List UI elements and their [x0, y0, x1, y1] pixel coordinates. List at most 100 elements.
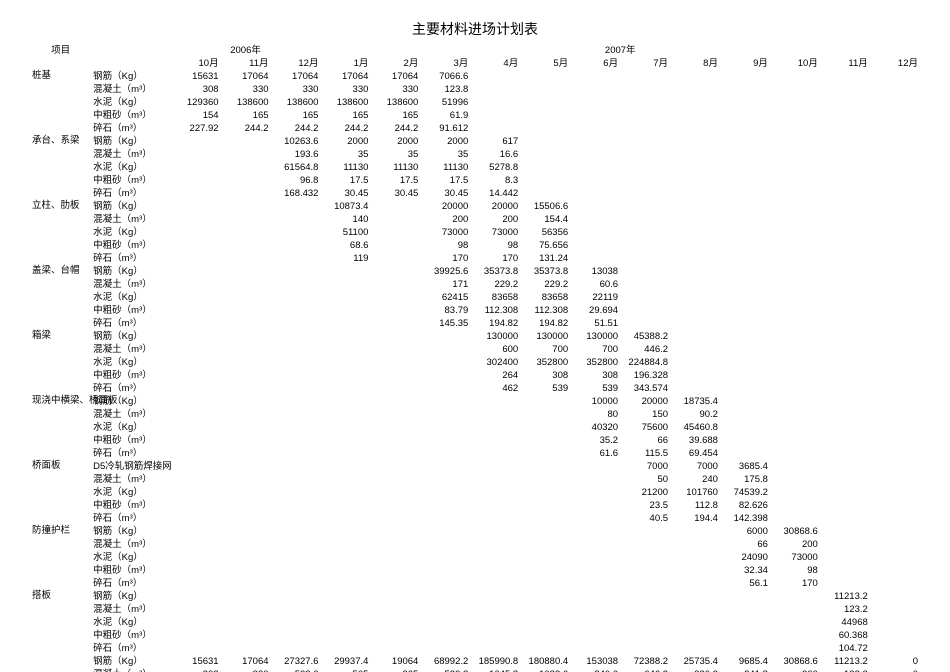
- value-cell: [520, 616, 570, 629]
- table-row: 碎石（m³）227.92244.2244.2244.2244.291.612: [30, 122, 920, 135]
- value-cell: [870, 213, 920, 226]
- group-cell: 盖梁、台帽: [30, 265, 91, 278]
- value-cell: [620, 538, 670, 551]
- value-cell: [370, 577, 420, 590]
- value-cell: [520, 187, 570, 200]
- table-row: 碎石（m³）56.1170: [30, 577, 920, 590]
- value-cell: [620, 135, 670, 148]
- value-cell: [171, 473, 221, 486]
- group-cell: [30, 473, 91, 486]
- table-row: 水泥（Kg）2409073000: [30, 551, 920, 564]
- value-cell: [870, 265, 920, 278]
- value-cell: [870, 304, 920, 317]
- value-cell: 6000: [720, 525, 770, 538]
- value-cell: 35373.8: [470, 265, 520, 278]
- value-cell: 61.6: [570, 447, 620, 460]
- material-label: 钢筋（Kg）: [91, 70, 171, 83]
- table-body: 桩基钢筋（Kg）15631170641706417064170647066.6混…: [30, 70, 920, 672]
- material-label: 水泥（Kg）: [91, 356, 171, 369]
- value-cell: [470, 603, 520, 616]
- value-cell: 365: [370, 668, 420, 672]
- value-cell: [470, 421, 520, 434]
- value-cell: [271, 343, 321, 356]
- value-cell: [320, 460, 370, 473]
- value-cell: 196.328: [620, 369, 670, 382]
- value-cell: [570, 564, 620, 577]
- value-cell: 112.308: [520, 304, 570, 317]
- value-cell: [271, 590, 321, 603]
- value-cell: 51996: [420, 96, 470, 109]
- value-cell: [620, 187, 670, 200]
- table-row: 水泥（Kg）1293601386001386001386001386005199…: [30, 96, 920, 109]
- value-cell: [820, 109, 870, 122]
- value-cell: [320, 525, 370, 538]
- value-cell: [320, 356, 370, 369]
- value-cell: [870, 174, 920, 187]
- value-cell: 170: [770, 577, 820, 590]
- value-cell: [570, 96, 620, 109]
- value-cell: 69.454: [670, 447, 720, 460]
- value-cell: [171, 304, 221, 317]
- value-cell: [720, 642, 770, 655]
- value-cell: [370, 304, 420, 317]
- value-cell: [720, 161, 770, 174]
- value-cell: [271, 551, 321, 564]
- group-cell: [30, 408, 91, 421]
- value-cell: [770, 447, 820, 460]
- value-cell: [770, 226, 820, 239]
- value-cell: [520, 408, 570, 421]
- value-cell: [570, 603, 620, 616]
- value-cell: [770, 616, 820, 629]
- value-cell: [870, 291, 920, 304]
- material-label: 混凝土（m³）: [91, 148, 171, 161]
- value-cell: [820, 148, 870, 161]
- table-row: 中粗砂（m³）35.26639.688: [30, 434, 920, 447]
- value-cell: [820, 187, 870, 200]
- value-cell: 200: [420, 213, 470, 226]
- value-cell: [820, 265, 870, 278]
- value-cell: [171, 408, 221, 421]
- value-cell: [370, 616, 420, 629]
- value-cell: [271, 499, 321, 512]
- value-cell: [171, 135, 221, 148]
- material-label: 水泥（Kg）: [91, 291, 171, 304]
- value-cell: [770, 161, 820, 174]
- value-cell: 308: [570, 369, 620, 382]
- table-row: 水泥（Kg）302400352800352800224884.8: [30, 356, 920, 369]
- value-cell: 14.442: [470, 187, 520, 200]
- value-cell: [620, 96, 670, 109]
- value-cell: [820, 200, 870, 213]
- value-cell: [470, 642, 520, 655]
- value-cell: [470, 551, 520, 564]
- value-cell: 539: [570, 382, 620, 395]
- table-row: 混凝土（m³）600700700446.2: [30, 343, 920, 356]
- value-cell: 104.72: [820, 642, 870, 655]
- value-cell: [320, 265, 370, 278]
- value-cell: 244.2: [370, 122, 420, 135]
- value-cell: [171, 629, 221, 642]
- value-cell: 17064: [221, 655, 271, 668]
- value-cell: 130000: [570, 330, 620, 343]
- value-cell: 523.6: [271, 668, 321, 672]
- value-cell: [370, 213, 420, 226]
- value-cell: [171, 278, 221, 291]
- month-header: 11月: [221, 57, 271, 70]
- value-cell: [720, 122, 770, 135]
- table-row: 混凝土（m³）50240175.8: [30, 473, 920, 486]
- value-cell: [670, 525, 720, 538]
- value-cell: [770, 473, 820, 486]
- value-cell: [370, 421, 420, 434]
- value-cell: [620, 239, 670, 252]
- value-cell: 45460.8: [670, 421, 720, 434]
- month-header: 4月: [470, 57, 520, 70]
- group-cell: [30, 252, 91, 265]
- value-cell: [271, 538, 321, 551]
- value-cell: [670, 577, 720, 590]
- value-cell: [870, 252, 920, 265]
- group-cell: 搭板: [30, 590, 91, 603]
- value-cell: 138600: [221, 96, 271, 109]
- value-cell: [670, 278, 720, 291]
- value-cell: 27327.6: [271, 655, 321, 668]
- value-cell: 21200: [620, 486, 670, 499]
- value-cell: 165: [320, 109, 370, 122]
